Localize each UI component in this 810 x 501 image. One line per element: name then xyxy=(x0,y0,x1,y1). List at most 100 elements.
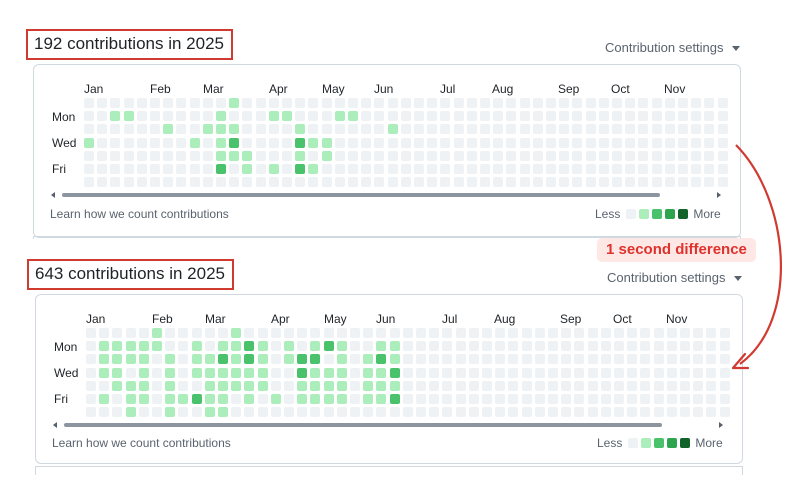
contribution-day-cell[interactable] xyxy=(493,137,504,148)
contribution-day-cell[interactable] xyxy=(229,98,240,108)
contribution-day-cell[interactable] xyxy=(350,341,360,352)
contribution-day-cell[interactable] xyxy=(402,341,413,352)
contribution-day-cell[interactable] xyxy=(466,137,477,148)
contribution-day-cell[interactable] xyxy=(284,354,294,365)
contribution-day-cell[interactable] xyxy=(244,354,255,365)
contribution-day-cell[interactable] xyxy=(506,177,517,188)
contribution-day-cell[interactable] xyxy=(559,164,570,174)
contribution-day-cell[interactable] xyxy=(585,137,596,148)
contribution-day-cell[interactable] xyxy=(136,177,147,188)
contribution-day-cell[interactable] xyxy=(204,328,215,338)
contribution-day-cell[interactable] xyxy=(138,380,149,391)
contribution-day-cell[interactable] xyxy=(559,98,570,108)
contribution-day-cell[interactable] xyxy=(442,354,453,365)
contribution-day-cell[interactable] xyxy=(348,137,358,148)
contribution-day-cell[interactable] xyxy=(323,341,334,352)
contribution-day-cell[interactable] xyxy=(297,407,308,418)
contribution-day-cell[interactable] xyxy=(534,394,545,404)
contribution-day-cell[interactable] xyxy=(218,328,228,338)
contribution-day-cell[interactable] xyxy=(125,407,136,418)
contribution-day-cell[interactable] xyxy=(493,164,504,174)
contribution-day-cell[interactable] xyxy=(704,98,715,108)
contribution-day-cell[interactable] xyxy=(519,164,530,174)
contribution-day-cell[interactable] xyxy=(653,380,664,391)
contribution-day-cell[interactable] xyxy=(242,98,253,108)
contribution-day-cell[interactable] xyxy=(506,111,517,122)
contribution-day-cell[interactable] xyxy=(282,150,292,161)
contribution-day-cell[interactable] xyxy=(242,150,253,161)
contribution-day-cell[interactable] xyxy=(680,341,690,352)
contribution-day-cell[interactable] xyxy=(150,150,160,161)
contribution-day-cell[interactable] xyxy=(587,354,598,365)
contribution-day-cell[interactable] xyxy=(336,328,347,338)
contribution-day-cell[interactable] xyxy=(532,164,543,174)
contribution-day-cell[interactable] xyxy=(123,164,134,174)
contribution-day-cell[interactable] xyxy=(664,177,675,188)
contribution-day-cell[interactable] xyxy=(336,380,347,391)
contribution-day-cell[interactable] xyxy=(282,124,292,135)
contribution-day-cell[interactable] xyxy=(506,137,517,148)
contribution-day-cell[interactable] xyxy=(442,341,453,352)
contribution-day-cell[interactable] xyxy=(719,367,730,378)
contribution-day-cell[interactable] xyxy=(612,98,622,108)
contribution-day-cell[interactable] xyxy=(163,164,174,174)
contribution-day-cell[interactable] xyxy=(691,137,702,148)
contribution-day-cell[interactable] xyxy=(270,367,281,378)
contribution-day-cell[interactable] xyxy=(268,111,279,122)
contribution-day-cell[interactable] xyxy=(429,367,440,378)
horizontal-scrollbar-thumb[interactable] xyxy=(62,193,660,197)
contribution-day-cell[interactable] xyxy=(110,164,121,174)
contribution-day-cell[interactable] xyxy=(84,111,94,122)
contribution-day-cell[interactable] xyxy=(334,164,345,174)
contribution-day-cell[interactable] xyxy=(572,137,583,148)
contribution-day-cell[interactable] xyxy=(270,380,281,391)
contribution-day-cell[interactable] xyxy=(308,177,319,188)
contribution-day-cell[interactable] xyxy=(482,407,492,418)
contribution-day-cell[interactable] xyxy=(440,98,451,108)
contribution-day-cell[interactable] xyxy=(455,328,466,338)
contribution-day-cell[interactable] xyxy=(163,177,174,188)
contribution-day-cell[interactable] xyxy=(612,137,622,148)
contribution-day-cell[interactable] xyxy=(204,407,215,418)
contribution-day-cell[interactable] xyxy=(257,394,268,404)
contribution-day-cell[interactable] xyxy=(321,177,332,188)
contribution-day-cell[interactable] xyxy=(152,394,162,404)
contribution-day-cell[interactable] xyxy=(532,98,543,108)
contribution-day-cell[interactable] xyxy=(493,177,504,188)
contribution-day-cell[interactable] xyxy=(587,394,598,404)
contribution-day-cell[interactable] xyxy=(216,164,226,174)
contribution-day-cell[interactable] xyxy=(506,124,517,135)
contribution-day-cell[interactable] xyxy=(614,380,624,391)
contribution-day-cell[interactable] xyxy=(282,177,292,188)
contribution-day-cell[interactable] xyxy=(165,354,176,365)
contribution-day-cell[interactable] xyxy=(268,137,279,148)
contribution-day-cell[interactable] xyxy=(268,164,279,174)
contribution-day-cell[interactable] xyxy=(204,354,215,365)
contribution-day-cell[interactable] xyxy=(387,177,398,188)
contribution-day-cell[interactable] xyxy=(480,164,490,174)
contribution-day-cell[interactable] xyxy=(112,328,123,338)
contribution-day-cell[interactable] xyxy=(706,407,717,418)
contribution-day-cell[interactable] xyxy=(178,354,189,365)
contribution-day-cell[interactable] xyxy=(651,164,662,174)
contribution-day-cell[interactable] xyxy=(534,407,545,418)
contribution-day-cell[interactable] xyxy=(308,164,319,174)
contribution-day-cell[interactable] xyxy=(704,137,715,148)
contribution-day-cell[interactable] xyxy=(640,341,651,352)
contribution-day-cell[interactable] xyxy=(640,328,651,338)
contribution-day-cell[interactable] xyxy=(598,98,609,108)
contribution-day-cell[interactable] xyxy=(321,164,332,174)
horizontal-scrollbar-thumb[interactable] xyxy=(64,423,662,427)
contribution-day-cell[interactable] xyxy=(468,341,479,352)
contribution-day-cell[interactable] xyxy=(508,367,519,378)
contribution-day-cell[interactable] xyxy=(334,111,345,122)
contribution-day-cell[interactable] xyxy=(680,367,690,378)
contribution-day-cell[interactable] xyxy=(585,150,596,161)
contribution-day-cell[interactable] xyxy=(216,150,226,161)
scroll-right-arrow-icon[interactable] xyxy=(717,192,721,198)
contribution-day-cell[interactable] xyxy=(534,367,545,378)
contribution-day-cell[interactable] xyxy=(506,150,517,161)
contribution-day-cell[interactable] xyxy=(719,328,730,338)
contribution-day-cell[interactable] xyxy=(376,328,387,338)
contribution-day-cell[interactable] xyxy=(598,177,609,188)
